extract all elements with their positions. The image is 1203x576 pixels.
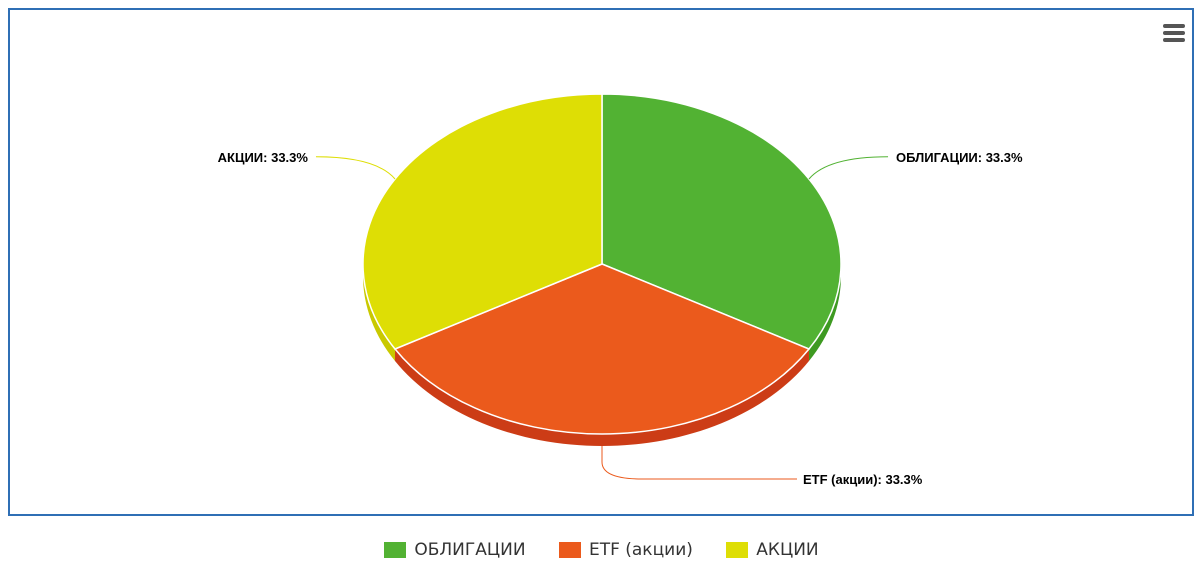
legend-item-stocks[interactable]: АКЦИИ <box>726 540 819 560</box>
legend-swatch <box>558 542 581 558</box>
slice-label-etf: ETF (акции): 33.3% <box>803 472 923 487</box>
pie-slice-stocks[interactable] <box>362 93 603 350</box>
pie-chart: ОБЛИГАЦИИ: 33.3% ETF (акции): 33.3% АКЦИИ:… <box>218 93 1023 487</box>
pie-slice-etf-side <box>395 349 809 446</box>
label-connector <box>601 446 797 480</box>
pie-slice-etf[interactable] <box>393 263 811 435</box>
slice-label-stocks: АКЦИИ: 33.3% <box>218 150 309 165</box>
legend-swatch <box>726 542 749 558</box>
legend: ОБЛИГАЦИИ ETF (акции) АКЦИИ <box>0 540 1203 563</box>
label-connector <box>808 156 889 180</box>
legend-label: ОБЛИГАЦИИ <box>414 540 526 560</box>
legend-swatch <box>384 542 407 558</box>
legend-item-etf[interactable]: ETF (акции) <box>558 540 693 560</box>
pie-slice-stocks-side <box>363 264 396 361</box>
pie-slice-bonds-side <box>808 264 841 361</box>
slice-label-bonds: ОБЛИГАЦИИ: 33.3% <box>896 150 1023 165</box>
label-connector <box>315 156 396 180</box>
pie-slice-bonds[interactable] <box>601 93 842 350</box>
legend-label: ETF (акции) <box>588 540 693 560</box>
hamburger-menu-icon[interactable] <box>1160 18 1188 46</box>
legend-item-bonds[interactable]: ОБЛИГАЦИИ <box>384 540 526 560</box>
legend-label: АКЦИИ <box>756 540 819 560</box>
